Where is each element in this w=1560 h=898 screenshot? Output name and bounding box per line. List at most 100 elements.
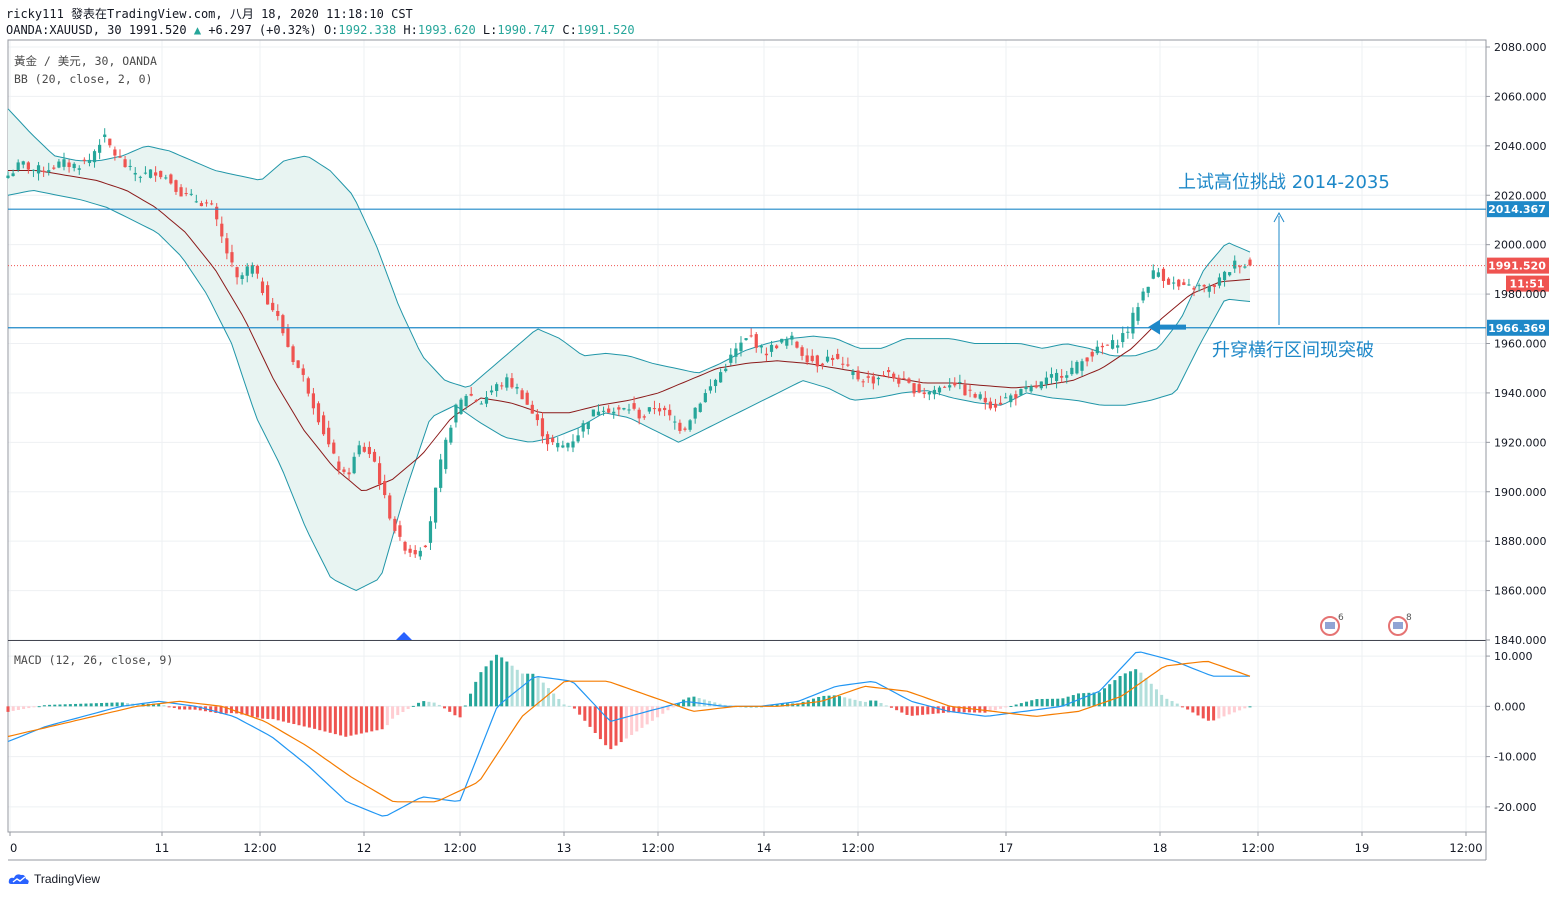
level-label: 2014.367	[1488, 203, 1546, 216]
macd-histogram-bar	[692, 696, 696, 707]
candle-body	[642, 416, 646, 418]
candle-body	[398, 525, 402, 537]
candle-body	[230, 252, 234, 263]
macd-histogram-bar	[32, 706, 36, 708]
candle-body	[790, 335, 794, 340]
macd-histogram-bar	[775, 703, 779, 707]
macd-histogram-bar	[500, 657, 504, 707]
macd-histogram-bar	[110, 702, 114, 707]
macd-histogram-bar	[318, 706, 322, 731]
candle-body	[306, 378, 310, 394]
candle-body	[47, 170, 51, 173]
candle-body	[92, 151, 97, 163]
candle-body	[1126, 331, 1130, 333]
macd-histogram-bar	[126, 703, 130, 707]
macd-histogram-bar	[988, 706, 992, 712]
candle-body	[337, 461, 341, 471]
macd-histogram-bar	[708, 700, 712, 707]
candle-body	[1110, 340, 1115, 349]
candle-body	[800, 347, 804, 356]
macd-histogram-bar	[604, 706, 608, 746]
macd-legend[interactable]: MACD (12, 26, close, 9)	[14, 653, 174, 667]
macd-histogram-bar	[1014, 704, 1018, 707]
macd-histogram-bar	[292, 706, 296, 725]
macd-histogram-bar	[588, 706, 592, 727]
macd-histogram-bar	[105, 702, 109, 707]
candle-body	[932, 389, 937, 395]
macd-histogram-bar	[1139, 672, 1143, 707]
candle-body	[352, 456, 356, 474]
macd-histogram-bar	[505, 661, 509, 707]
macd-histogram-bar	[375, 706, 379, 731]
candle-body	[1034, 385, 1038, 388]
up-arrow-icon: ▲	[193, 23, 202, 37]
candle-body	[57, 161, 61, 168]
close-value: 1991.520	[576, 23, 635, 37]
candle-body	[937, 387, 942, 393]
candle-body	[841, 363, 845, 365]
candle-body	[612, 411, 616, 414]
bb-legend[interactable]: BB (20, close, 2, 0)	[14, 72, 153, 86]
tradingview-logo[interactable]: TradingView	[8, 872, 100, 886]
macd-histogram-bar	[676, 703, 680, 707]
candle-body	[11, 173, 15, 177]
candle-body	[683, 428, 687, 430]
event-marker-icon	[396, 632, 412, 640]
macd-histogram-bar	[1149, 683, 1153, 707]
macd-histogram-bar	[68, 704, 72, 707]
macd-histogram-bar	[661, 706, 665, 714]
macd-histogram-bar	[198, 706, 202, 711]
candle-body	[1075, 361, 1079, 374]
macd-histogram-bar	[666, 706, 670, 711]
candle-body	[540, 418, 545, 437]
candle-body	[72, 163, 76, 169]
candle-body	[1238, 266, 1242, 268]
candle-body	[902, 378, 906, 380]
time-tick-label: 0	[10, 841, 17, 855]
candle-body	[1151, 270, 1155, 279]
macd-histogram-bar	[474, 681, 478, 707]
macd-histogram-bar	[245, 706, 249, 716]
macd-histogram-bar	[1025, 701, 1029, 707]
candle-body	[1187, 284, 1191, 286]
candle-body	[836, 353, 840, 359]
candle-body	[113, 149, 117, 156]
macd-histogram-bar	[1102, 688, 1106, 707]
candle-body	[31, 169, 36, 171]
price-tick-label: 2040.000	[1494, 140, 1547, 153]
macd-histogram-bar	[1019, 703, 1023, 707]
symbol-label[interactable]: OANDA:XAUUSD, 30	[6, 23, 122, 37]
macd-histogram-bar	[11, 706, 15, 711]
macd-histogram-bar	[89, 703, 93, 707]
macd-histogram-bar	[671, 706, 675, 708]
candle-body	[271, 302, 275, 311]
macd-histogram-bar	[484, 666, 488, 707]
candle-body	[204, 202, 209, 204]
candle-body	[1121, 333, 1125, 343]
macd-tick-label: 10.000	[1494, 650, 1533, 663]
flag-icon	[1325, 622, 1335, 629]
macd-tick-label: 0.000	[1494, 700, 1526, 713]
macd-histogram-bar	[1087, 692, 1091, 707]
macd-histogram-bar	[583, 706, 587, 721]
macd-histogram-bar	[152, 703, 156, 707]
candle-body	[1161, 268, 1166, 281]
candle-body	[922, 392, 926, 395]
macd-histogram-bar	[999, 706, 1003, 709]
candle-body	[418, 550, 422, 557]
symbol-ohlc-bar: OANDA:XAUUSD, 30 1991.520 ▲ +6.297 (+0.3…	[6, 23, 635, 37]
candle-body	[556, 443, 560, 448]
price-tick-label: 1980.000	[1494, 288, 1547, 301]
macd-histogram-bar	[635, 706, 639, 732]
candle-body	[342, 469, 346, 472]
macd-histogram-bar	[967, 706, 971, 713]
macd-histogram-bar	[172, 706, 176, 709]
candle-body	[607, 408, 611, 413]
candle-body	[362, 446, 366, 452]
time-tick-label: 11	[155, 841, 170, 855]
candle-body	[199, 203, 204, 207]
candle-body	[831, 357, 835, 360]
candle-body	[846, 364, 850, 366]
plot-frame	[7, 39, 1487, 833]
